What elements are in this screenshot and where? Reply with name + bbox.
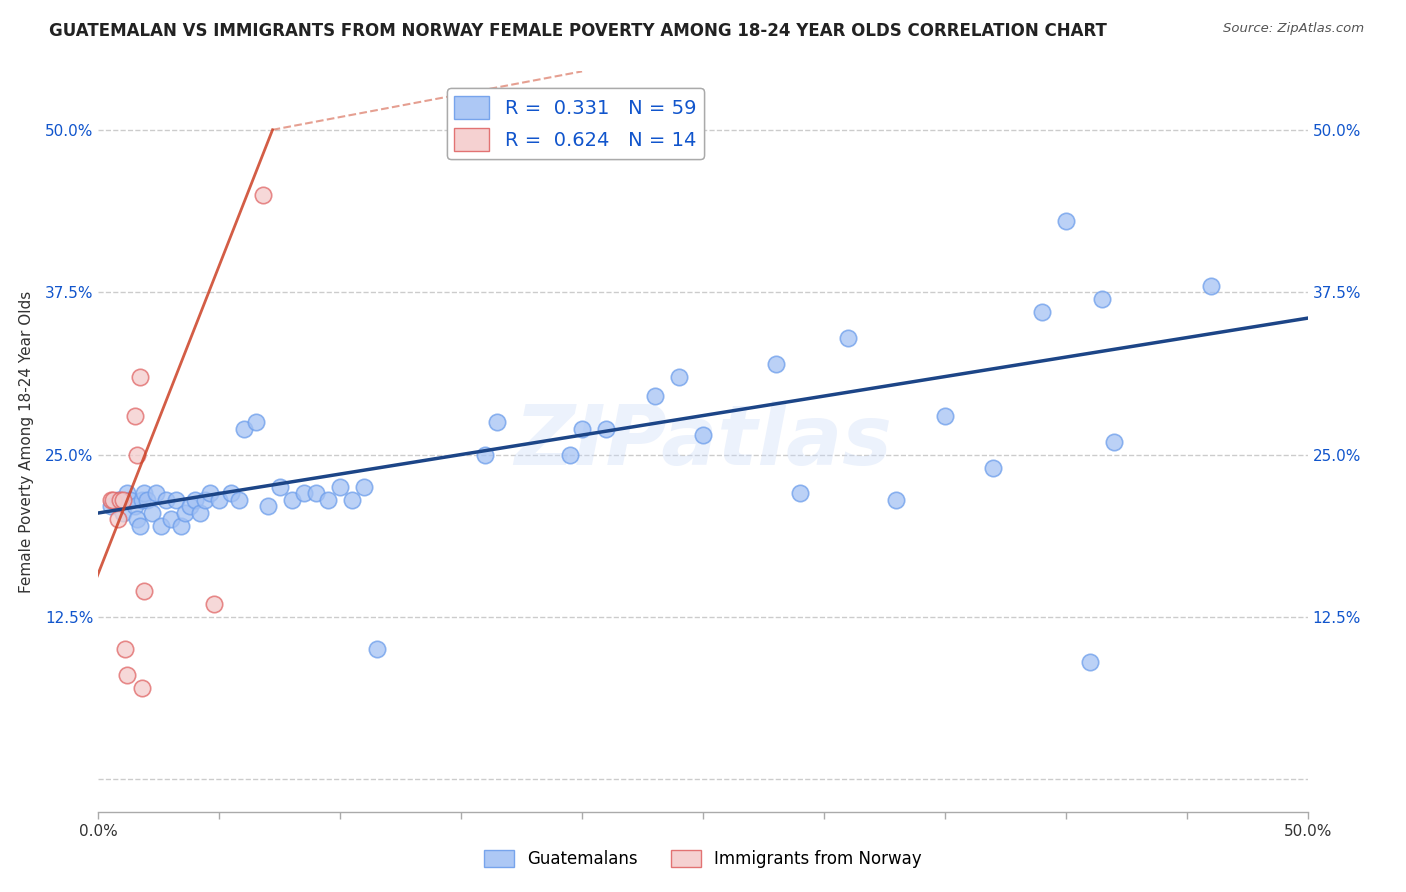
Point bbox=[256, 500, 278, 514]
Legend: R =  0.331   N = 59, R =  0.624   N = 14: R = 0.331 N = 59, R = 0.624 N = 14 bbox=[447, 88, 704, 159]
Point bbox=[886, 493, 908, 508]
Point bbox=[269, 480, 291, 494]
Point bbox=[1199, 278, 1222, 293]
Text: ZIPatlas: ZIPatlas bbox=[515, 401, 891, 482]
Point bbox=[316, 493, 339, 508]
Point bbox=[644, 389, 666, 403]
Point bbox=[292, 486, 315, 500]
Point bbox=[366, 642, 388, 657]
Point bbox=[124, 409, 146, 423]
Point bbox=[204, 597, 226, 611]
Point bbox=[194, 493, 217, 508]
Point bbox=[169, 519, 191, 533]
Point bbox=[128, 519, 150, 533]
Point bbox=[692, 428, 714, 442]
Point bbox=[100, 493, 122, 508]
Point bbox=[124, 500, 146, 514]
Point bbox=[305, 486, 328, 500]
Point bbox=[101, 493, 124, 508]
Point bbox=[179, 500, 201, 514]
Point bbox=[174, 506, 197, 520]
Point bbox=[134, 583, 156, 598]
Point bbox=[474, 448, 496, 462]
Point bbox=[342, 493, 364, 508]
Point bbox=[232, 421, 254, 435]
Point bbox=[353, 480, 375, 494]
Point bbox=[981, 460, 1004, 475]
Point bbox=[329, 480, 352, 494]
Point bbox=[1078, 656, 1101, 670]
Text: Source: ZipAtlas.com: Source: ZipAtlas.com bbox=[1223, 22, 1364, 36]
Point bbox=[221, 486, 243, 500]
Point bbox=[668, 369, 690, 384]
Point bbox=[198, 486, 221, 500]
Point bbox=[245, 415, 267, 429]
Point bbox=[107, 493, 129, 508]
Point bbox=[128, 369, 150, 384]
Point bbox=[789, 486, 811, 500]
Point bbox=[765, 357, 787, 371]
Point bbox=[837, 331, 859, 345]
Text: GUATEMALAN VS IMMIGRANTS FROM NORWAY FEMALE POVERTY AMONG 18-24 YEAR OLDS CORREL: GUATEMALAN VS IMMIGRANTS FROM NORWAY FEM… bbox=[49, 22, 1107, 40]
Point bbox=[117, 486, 139, 500]
Point bbox=[1054, 213, 1077, 227]
Point bbox=[228, 493, 250, 508]
Point bbox=[1031, 304, 1053, 318]
Point bbox=[111, 506, 134, 520]
Point bbox=[111, 493, 134, 508]
Point bbox=[100, 500, 122, 514]
Point bbox=[117, 668, 139, 682]
Point bbox=[188, 506, 211, 520]
Point bbox=[281, 493, 304, 508]
Point bbox=[145, 486, 167, 500]
Point bbox=[135, 493, 157, 508]
Point bbox=[184, 493, 207, 508]
Point bbox=[107, 512, 129, 526]
Point bbox=[108, 493, 131, 508]
Point bbox=[127, 448, 149, 462]
Y-axis label: Female Poverty Among 18-24 Year Olds: Female Poverty Among 18-24 Year Olds bbox=[18, 291, 34, 592]
Point bbox=[131, 493, 153, 508]
Point bbox=[595, 421, 617, 435]
Point bbox=[165, 493, 187, 508]
Point bbox=[160, 512, 183, 526]
Point bbox=[486, 415, 509, 429]
Point bbox=[155, 493, 177, 508]
Point bbox=[127, 512, 149, 526]
Point bbox=[252, 187, 274, 202]
Point bbox=[934, 409, 956, 423]
Point bbox=[558, 448, 581, 462]
Point bbox=[571, 421, 593, 435]
Point bbox=[208, 493, 231, 508]
Point bbox=[141, 506, 163, 520]
Point bbox=[1091, 292, 1114, 306]
Point bbox=[131, 681, 153, 696]
Point bbox=[150, 519, 173, 533]
Legend: Guatemalans, Immigrants from Norway: Guatemalans, Immigrants from Norway bbox=[477, 843, 929, 875]
Point bbox=[1102, 434, 1125, 449]
Point bbox=[134, 486, 156, 500]
Point bbox=[118, 493, 141, 508]
Point bbox=[114, 642, 136, 657]
